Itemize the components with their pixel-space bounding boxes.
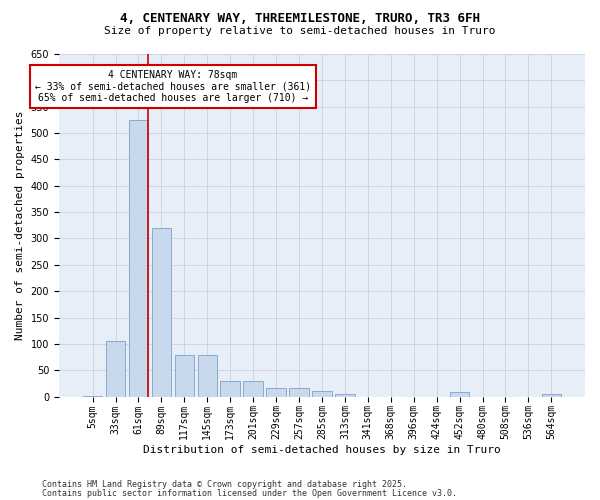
Y-axis label: Number of semi-detached properties: Number of semi-detached properties: [15, 110, 25, 340]
X-axis label: Distribution of semi-detached houses by size in Truro: Distribution of semi-detached houses by …: [143, 445, 501, 455]
Bar: [289, 388, 309, 396]
Bar: [335, 394, 355, 396]
Text: 4 CENTENARY WAY: 78sqm
← 33% of semi-detached houses are smaller (361)
65% of se: 4 CENTENARY WAY: 78sqm ← 33% of semi-det…: [35, 70, 311, 103]
Bar: [220, 380, 240, 396]
Text: Contains HM Land Registry data © Crown copyright and database right 2025.: Contains HM Land Registry data © Crown c…: [42, 480, 407, 489]
Bar: [244, 380, 263, 396]
Bar: [128, 120, 148, 396]
Bar: [106, 341, 125, 396]
Bar: [542, 394, 561, 396]
Bar: [450, 392, 469, 396]
Bar: [312, 392, 332, 396]
Text: 4, CENTENARY WAY, THREEMILESTONE, TRURO, TR3 6FH: 4, CENTENARY WAY, THREEMILESTONE, TRURO,…: [120, 12, 480, 26]
Bar: [175, 356, 194, 397]
Text: Contains public sector information licensed under the Open Government Licence v3: Contains public sector information licen…: [42, 488, 457, 498]
Text: Size of property relative to semi-detached houses in Truro: Size of property relative to semi-detach…: [104, 26, 496, 36]
Bar: [266, 388, 286, 396]
Bar: [197, 356, 217, 397]
Bar: [152, 228, 171, 396]
